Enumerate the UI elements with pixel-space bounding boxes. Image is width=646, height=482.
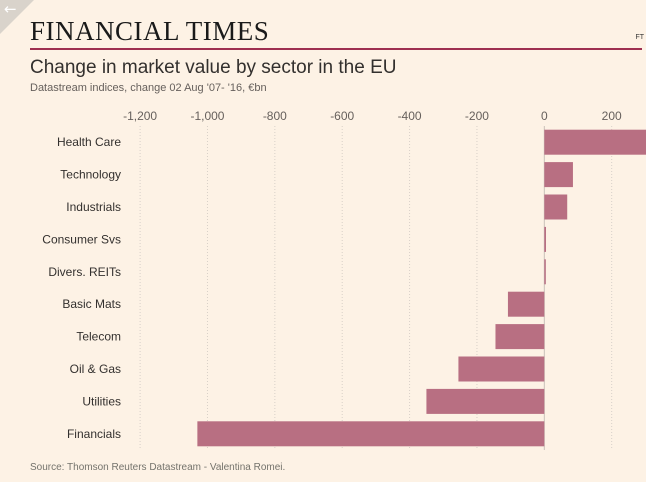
bar-industrials — [544, 194, 568, 220]
x-tick-label: -200 — [465, 109, 489, 123]
category-label-financials: Financials — [67, 427, 121, 441]
bar-telecom — [495, 324, 545, 350]
category-label-oil-gas: Oil & Gas — [70, 362, 121, 376]
category-label-health-care: Health Care — [57, 135, 121, 149]
x-tick-label: -1,000 — [190, 109, 224, 123]
bar-basic-mats — [507, 291, 545, 317]
category-label-divers-reits: Divers. REITs — [48, 265, 121, 279]
category-label-utilities: Utilities — [82, 394, 121, 408]
x-tick-label: 0 — [541, 109, 548, 123]
category-label-technology: Technology — [60, 168, 121, 182]
bar-technology — [544, 162, 573, 188]
category-label-consumer-svs: Consumer Svs — [42, 232, 121, 246]
x-tick-label: -800 — [263, 109, 287, 123]
ft-mark: FT — [635, 34, 644, 41]
page-corner-fold — [0, 0, 34, 34]
bar-oil-gas — [458, 356, 545, 382]
x-tick-label: 200 — [602, 109, 622, 123]
masthead-rule — [30, 48, 642, 50]
x-tick-label: -600 — [330, 109, 354, 123]
category-label-basic-mats: Basic Mats — [62, 297, 121, 311]
chart-title: Change in market value by sector in the … — [30, 57, 397, 78]
bar-consumer-svs — [544, 226, 546, 252]
source-note: Source: Thomson Reuters Datastream - Val… — [30, 462, 286, 473]
bar-divers-reits — [544, 259, 546, 285]
back-arrow-icon[interactable]: ← — [4, 0, 17, 18]
x-tick-label: -400 — [398, 109, 422, 123]
masthead: FINANCIAL TIMES — [30, 16, 270, 46]
bar-utilities — [426, 388, 545, 414]
category-label-telecom: Telecom — [76, 330, 121, 344]
bar-financials — [197, 421, 545, 447]
chart-subtitle: Datastream indices, change 02 Aug '07- '… — [30, 82, 267, 94]
category-label-industrials: Industrials — [66, 200, 121, 214]
bar-health-care — [544, 129, 646, 155]
x-tick-label: -1,200 — [123, 109, 157, 123]
